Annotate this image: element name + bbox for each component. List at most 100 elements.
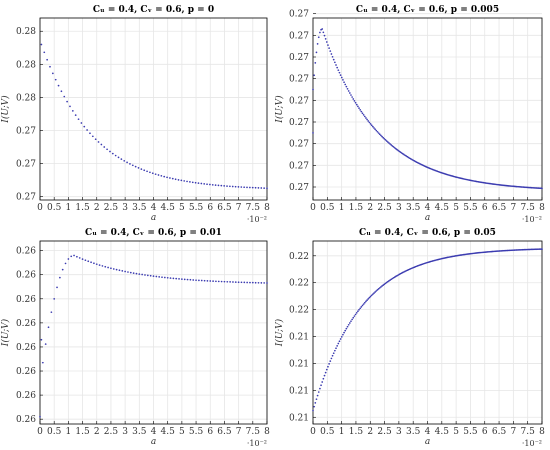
data-point [350, 320, 352, 323]
x-tick-label: 7.5 [246, 203, 261, 213]
x-tick-label: 4 [151, 427, 157, 437]
x-tick-label: 2 [94, 203, 100, 213]
x-tick-label: 3.5 [406, 203, 421, 213]
data-point [377, 288, 380, 290]
data-point [89, 132, 91, 135]
data-point [365, 117, 367, 119]
y-tick-label: 0.27 [289, 183, 309, 193]
data-point [382, 136, 385, 139]
data-point [334, 61, 336, 64]
data-point [254, 281, 257, 284]
data-point [249, 281, 251, 284]
y-tick-label: 0.27 [16, 193, 36, 203]
data-point [369, 123, 372, 125]
data-point [231, 185, 234, 188]
data-point [81, 258, 84, 260]
data-point [146, 170, 148, 173]
x-tick-label: 7.5 [521, 203, 536, 213]
data-point [106, 148, 108, 151]
data-point [373, 127, 375, 129]
data-point [50, 311, 53, 314]
x-tick-label: 1.5 [75, 427, 90, 437]
data-point [110, 267, 112, 270]
data-point [56, 286, 58, 289]
data-point [254, 186, 257, 189]
data-point [87, 260, 90, 263]
data-point [103, 146, 106, 148]
data-point [111, 152, 114, 155]
data-point [178, 278, 180, 280]
data-point [260, 282, 263, 284]
data-point [206, 280, 209, 282]
data-point [348, 322, 351, 324]
data-point [391, 145, 394, 147]
data-point [347, 90, 350, 92]
data-point [84, 259, 87, 262]
data-point [137, 167, 140, 169]
data-point [220, 280, 223, 283]
x-axis-multiplier: ·10⁻² [522, 215, 542, 224]
data-point [368, 121, 371, 124]
x-axis-label: a [425, 213, 430, 223]
data-point [376, 289, 379, 291]
data-point [158, 276, 161, 278]
data-point [61, 268, 64, 271]
x-tick-label: 3.5 [132, 427, 147, 437]
data-point [121, 270, 124, 272]
data-point [112, 268, 115, 270]
data-point [352, 316, 355, 319]
data-point [335, 347, 337, 350]
data-point [223, 280, 226, 283]
data-point [77, 118, 80, 121]
x-tick-label: 8 [264, 203, 270, 213]
y-tick-label: 0.26 [16, 319, 36, 329]
data-point [217, 280, 220, 283]
data-point [164, 276, 166, 279]
data-point [172, 277, 175, 280]
data-point [180, 179, 183, 182]
x-tick-label: 0 [37, 427, 43, 437]
data-point [365, 300, 367, 303]
data-point [392, 146, 395, 148]
data-point [389, 143, 391, 145]
data-point [140, 168, 143, 170]
data-point [260, 187, 263, 189]
data-point [345, 85, 348, 88]
data-point [217, 184, 220, 187]
x-tick-label: 2.5 [377, 203, 392, 213]
data-point [189, 181, 191, 183]
data-point [203, 279, 206, 282]
data-point [390, 144, 393, 146]
data-point [91, 135, 94, 138]
data-point [191, 181, 194, 184]
y-tick-label: 0.21 [289, 413, 309, 423]
x-tick-label: 8 [539, 427, 545, 437]
x-tick-label: 5 [453, 203, 459, 213]
data-point [357, 310, 359, 313]
data-point [246, 186, 248, 189]
data-point [263, 187, 265, 189]
data-point [49, 65, 51, 68]
x-axis-multiplier: ·10⁻² [247, 215, 267, 224]
data-point [59, 276, 61, 279]
data-point [388, 142, 390, 144]
data-point [362, 303, 365, 305]
data-point [367, 120, 370, 122]
data-point [378, 133, 381, 136]
data-point [166, 276, 169, 279]
chart-panel-3: 0 0.5 1 1.5 2 2.5 3 3.5 4 4.5 5 5.5 6 6.5 7 7.5 8 0.26 0.2… [0, 228, 270, 448]
data-point [138, 273, 141, 275]
data-point [76, 255, 78, 258]
data-point [226, 185, 228, 187]
y-tick-label: 0.27 [16, 127, 36, 137]
x-tick-label: 0.5 [47, 203, 62, 213]
y-tick-label: 0.21 [289, 333, 309, 343]
data-point [331, 55, 334, 58]
y-tick-label: 0.28 [16, 60, 36, 70]
data-point [195, 279, 197, 282]
data-point [315, 398, 318, 401]
data-point [154, 173, 157, 176]
x-tick-label: 0 [310, 203, 316, 213]
data-point [316, 42, 319, 45]
data-point [192, 279, 195, 281]
